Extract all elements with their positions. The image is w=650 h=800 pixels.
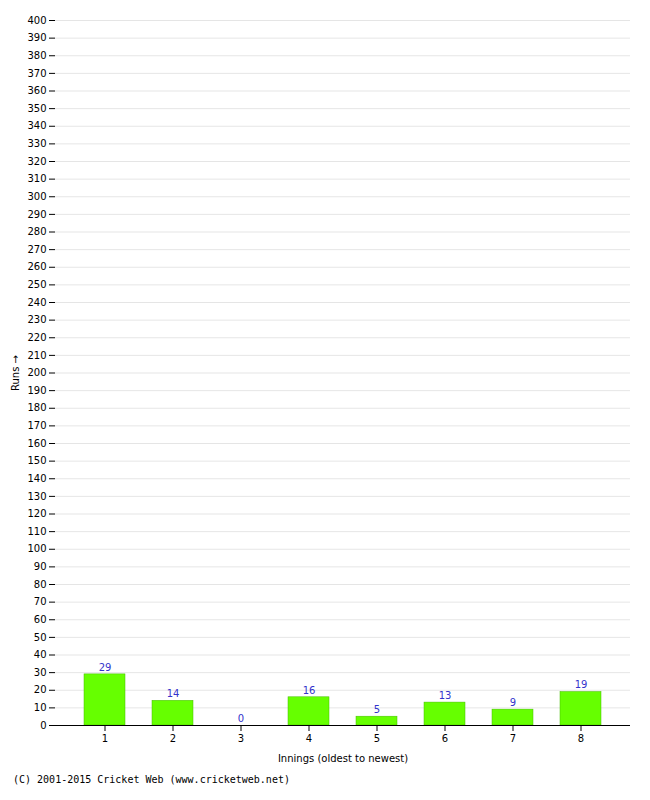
svg-text:180: 180 bbox=[27, 402, 46, 413]
svg-text:140: 140 bbox=[27, 473, 46, 484]
svg-text:120: 120 bbox=[27, 508, 46, 519]
svg-text:280: 280 bbox=[27, 226, 46, 237]
svg-text:Runs →: Runs → bbox=[10, 355, 21, 391]
svg-text:0: 0 bbox=[40, 720, 46, 731]
svg-text:150: 150 bbox=[27, 455, 46, 466]
svg-text:50: 50 bbox=[34, 632, 47, 643]
svg-text:5: 5 bbox=[374, 704, 380, 715]
svg-text:240: 240 bbox=[27, 297, 46, 308]
svg-text:90: 90 bbox=[34, 561, 47, 572]
svg-text:60: 60 bbox=[34, 614, 47, 625]
svg-text:10: 10 bbox=[34, 702, 47, 713]
svg-text:8: 8 bbox=[578, 733, 584, 744]
svg-text:360: 360 bbox=[27, 85, 46, 96]
svg-text:310: 310 bbox=[27, 173, 46, 184]
svg-text:130: 130 bbox=[27, 491, 46, 502]
svg-text:190: 190 bbox=[27, 385, 46, 396]
svg-text:250: 250 bbox=[27, 279, 46, 290]
svg-text:30: 30 bbox=[34, 667, 47, 678]
svg-text:80: 80 bbox=[34, 579, 47, 590]
svg-text:270: 270 bbox=[27, 244, 46, 255]
svg-text:370: 370 bbox=[27, 68, 46, 79]
svg-text:320: 320 bbox=[27, 156, 46, 167]
svg-text:13: 13 bbox=[439, 690, 452, 701]
svg-text:220: 220 bbox=[27, 332, 46, 343]
svg-text:19: 19 bbox=[575, 679, 588, 690]
svg-text:16: 16 bbox=[303, 685, 316, 696]
svg-text:170: 170 bbox=[27, 420, 46, 431]
svg-text:350: 350 bbox=[27, 103, 46, 114]
svg-text:300: 300 bbox=[27, 191, 46, 202]
svg-text:0: 0 bbox=[238, 713, 244, 724]
svg-text:100: 100 bbox=[27, 543, 46, 554]
svg-text:210: 210 bbox=[27, 350, 46, 361]
svg-text:20: 20 bbox=[34, 684, 47, 695]
svg-text:400: 400 bbox=[27, 15, 46, 26]
svg-text:230: 230 bbox=[27, 314, 46, 325]
svg-text:340: 340 bbox=[27, 120, 46, 131]
svg-text:110: 110 bbox=[27, 526, 46, 537]
svg-text:Innings (oldest to newest): Innings (oldest to newest) bbox=[278, 753, 408, 764]
svg-text:5: 5 bbox=[374, 733, 380, 744]
svg-text:330: 330 bbox=[27, 138, 46, 149]
svg-text:7: 7 bbox=[510, 733, 516, 744]
html-text:(C) 2001-2015 Cricket Web (www: (C) 2001-2015 Cricket Web (www.cricketwe… bbox=[13, 774, 290, 785]
svg-text:160: 160 bbox=[27, 438, 46, 449]
svg-text:29: 29 bbox=[99, 662, 112, 673]
svg-text:3: 3 bbox=[238, 733, 244, 744]
svg-text:40: 40 bbox=[34, 649, 47, 660]
svg-text:290: 290 bbox=[27, 209, 46, 220]
svg-text:390: 390 bbox=[27, 32, 46, 43]
svg-text:200: 200 bbox=[27, 367, 46, 378]
svg-text:4: 4 bbox=[306, 733, 312, 744]
svg-text:2: 2 bbox=[170, 733, 176, 744]
svg-text:9: 9 bbox=[510, 697, 516, 708]
svg-text:70: 70 bbox=[34, 596, 47, 607]
svg-text:14: 14 bbox=[167, 688, 180, 699]
svg-text:380: 380 bbox=[27, 50, 46, 61]
svg-text:1: 1 bbox=[102, 733, 108, 744]
svg-text:6: 6 bbox=[442, 733, 448, 744]
svg-text:260: 260 bbox=[27, 261, 46, 272]
